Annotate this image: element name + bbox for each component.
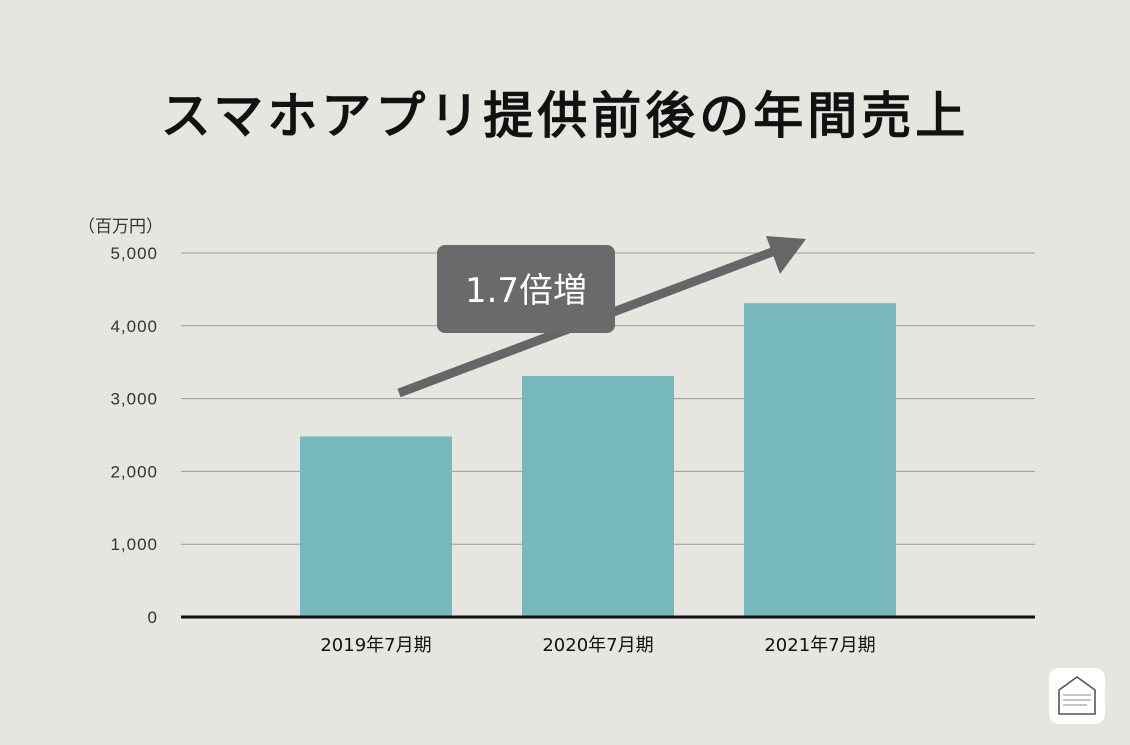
bar [300, 436, 452, 617]
bar [522, 376, 674, 617]
y-tick-label: 1,000 [110, 535, 158, 554]
x-tick-label: 2020年7月期 [542, 635, 653, 656]
x-tick-label: 2021年7月期 [764, 635, 875, 656]
y-tick-label: 4,000 [110, 317, 158, 336]
house-logo-icon [1049, 668, 1105, 724]
y-tick-label: 0 [148, 608, 158, 627]
bars [300, 303, 896, 617]
y-tick-label: 3,000 [110, 390, 158, 409]
growth-callout-box [437, 245, 615, 333]
x-tick-label: 2019年7月期 [320, 635, 431, 656]
y-axis-ticks: 0 1,000 2,000 3,000 4,000 5,000 [110, 244, 158, 627]
y-tick-label: 2,000 [110, 462, 158, 481]
x-axis-ticks: 2019年7月期 2020年7月期 2021年7月期 [320, 635, 875, 656]
chart-title: スマホアプリ提供前後の年間売上 [160, 87, 970, 145]
growth-callout: 1.7倍増 [437, 245, 615, 333]
growth-callout-label: 1.7倍増 [465, 271, 587, 311]
y-axis-unit-label: （百万円） [78, 217, 163, 237]
y-tick-label: 5,000 [110, 244, 158, 263]
bar [744, 303, 896, 617]
trend-arrow-head [766, 236, 806, 274]
